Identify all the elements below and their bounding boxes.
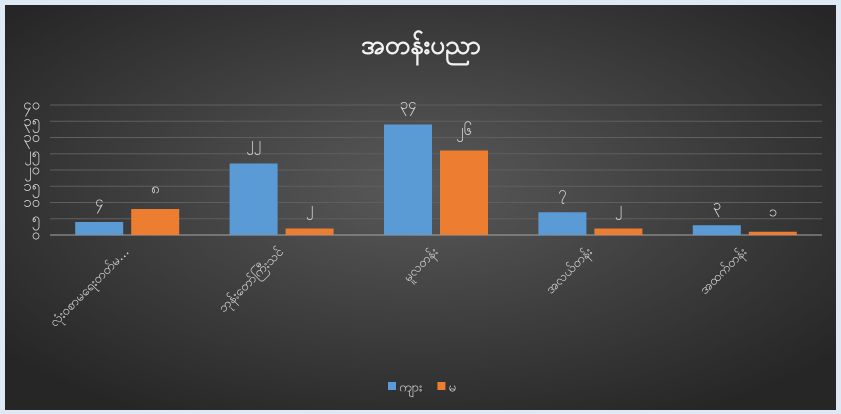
y-tick-label: ၃၅ xyxy=(23,112,40,133)
data-label: ၂၆ xyxy=(456,121,472,142)
bar xyxy=(229,163,278,235)
bar xyxy=(594,228,643,235)
y-tick-label: ၀ xyxy=(32,226,40,244)
legend-swatch xyxy=(388,382,396,390)
bar xyxy=(285,228,334,235)
y-tick-label: ၂၅ xyxy=(24,144,40,165)
y-tick-label: ၂၀ xyxy=(24,161,40,182)
data-label: ၄ xyxy=(95,193,103,214)
legend-swatch xyxy=(437,382,446,390)
y-tick-label: ၅ xyxy=(32,209,40,230)
data-label: ၂ xyxy=(615,199,622,220)
bar xyxy=(131,209,180,235)
legend-label: မ xyxy=(448,381,455,396)
data-label: ၂၂ xyxy=(246,134,261,155)
data-label: ၁ xyxy=(769,202,777,220)
bar xyxy=(748,231,797,235)
bar xyxy=(384,124,432,235)
y-tick-label: ၁၀ xyxy=(23,193,40,211)
legend-label: ကျား xyxy=(399,381,422,398)
bar xyxy=(440,150,488,235)
y-tick-label: ၄၀ xyxy=(23,96,40,117)
data-label: ၇ xyxy=(558,183,566,204)
data-label: ၃ xyxy=(713,196,721,217)
bar xyxy=(692,225,741,235)
bar xyxy=(75,222,124,235)
data-label: ၈ xyxy=(151,180,160,198)
bar xyxy=(538,212,587,235)
data-label: ၂ xyxy=(306,199,313,220)
chart-title: အတန်းပညာ xyxy=(361,30,481,67)
y-tick-label: ၃၀ xyxy=(23,128,40,149)
data-label: ၃၄ xyxy=(400,95,417,116)
y-tick-label: ၁၅ xyxy=(23,177,40,198)
